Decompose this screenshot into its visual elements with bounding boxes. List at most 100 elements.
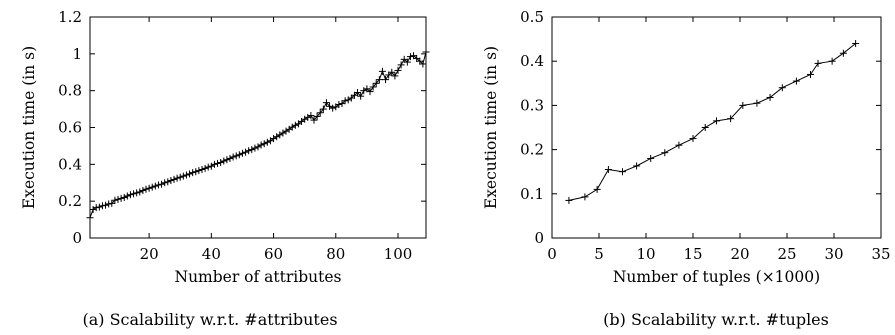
data-point-marker — [366, 88, 374, 96]
data-point-marker — [95, 203, 103, 211]
data-point-marker — [210, 160, 218, 168]
data-point-marker — [394, 66, 402, 74]
data-point-marker — [232, 152, 240, 160]
x-tick-label: 40 — [202, 245, 221, 263]
chart-b: 0 0.1 0.2 0.3 0.4 0.5 0 5 10 15 20 25 30 35 Number of … — [482, 8, 891, 329]
data-point-marker — [852, 40, 860, 48]
data-point-marker — [689, 135, 697, 143]
data-point-marker — [126, 191, 134, 199]
x-tick-label: 0 — [547, 245, 557, 263]
data-point-marker — [378, 67, 386, 75]
data-point-marker — [167, 177, 175, 185]
data-point-marker — [778, 84, 786, 92]
data-point-marker — [176, 173, 184, 181]
data-point-marker — [161, 179, 169, 187]
y-tick-label: 0.3 — [520, 96, 544, 114]
data-point-marker — [192, 168, 200, 176]
y-tick-label: 0.6 — [58, 119, 82, 137]
data-point-marker — [248, 146, 256, 154]
x-tick-label: 30 — [824, 245, 843, 263]
data-point-marker — [814, 59, 822, 67]
data-point-marker — [310, 116, 318, 124]
data-point-marker — [204, 163, 212, 171]
data-point-marker — [238, 149, 246, 157]
data-point-marker — [291, 121, 299, 129]
data-point-marker — [214, 159, 222, 167]
data-point-marker — [105, 200, 113, 208]
data-point-marker — [245, 147, 253, 155]
data-point-marker — [98, 202, 106, 210]
x-axis-label: Number of tuples (×1000) — [613, 268, 820, 286]
data-point-marker — [397, 61, 405, 69]
data-point-marker — [565, 196, 573, 204]
y-tick-label: 0.2 — [520, 141, 544, 159]
data-point-marker — [89, 205, 97, 213]
data-point-marker — [242, 148, 250, 156]
data-point-marker — [701, 124, 709, 131]
data-point-marker — [319, 105, 327, 113]
data-point-marker — [102, 201, 110, 209]
data-point-marker — [403, 58, 411, 66]
data-point-marker — [133, 189, 141, 197]
data-point-marker — [360, 87, 368, 95]
series-line — [89, 51, 427, 218]
data-point-marker — [120, 193, 128, 201]
y-tick-label: 0.8 — [58, 82, 82, 100]
x-tick-label: 20 — [730, 245, 749, 263]
x-tick-label: 10 — [636, 245, 655, 263]
data-point-marker — [164, 178, 172, 186]
data-point-marker — [304, 113, 312, 121]
data-point-marker — [633, 162, 641, 170]
data-point-marker — [839, 49, 847, 57]
data-point-marker — [148, 183, 156, 191]
data-point-marker — [226, 154, 234, 162]
data-point-marker — [139, 186, 147, 194]
data-point-marker — [419, 60, 427, 68]
data-point-marker — [123, 192, 131, 200]
data-point-marker — [223, 156, 231, 164]
data-point-marker — [581, 193, 589, 201]
data-point-marker — [647, 154, 655, 162]
data-point-marker — [220, 157, 228, 165]
data-point-marker — [145, 184, 153, 192]
data-point-marker — [753, 99, 761, 107]
y-tick-label: 0.2 — [58, 192, 82, 210]
data-point-marker — [382, 76, 390, 84]
y-tick-label: 0 — [534, 229, 544, 247]
y-tick-label: 1.2 — [58, 8, 82, 26]
data-point-marker — [329, 104, 337, 112]
x-tick-label: 25 — [777, 245, 796, 263]
data-point-marker — [406, 53, 414, 61]
data-point-marker — [217, 158, 225, 166]
data-point-marker — [151, 182, 159, 190]
data-point-marker — [344, 96, 352, 104]
data-point-marker — [136, 188, 144, 196]
data-point-marker — [179, 172, 187, 180]
data-point-marker — [260, 140, 268, 148]
data-point-marker — [276, 131, 284, 139]
data-point-marker — [108, 199, 116, 207]
data-point-marker — [422, 48, 430, 56]
data-point-marker — [341, 97, 349, 105]
x-tick-label: 60 — [264, 245, 283, 263]
x-tick-label: 100 — [384, 245, 413, 263]
x-tick-label: 35 — [871, 245, 890, 263]
y-axis-label: Execution time (in s) — [20, 46, 38, 209]
plot-frame — [551, 16, 882, 239]
data-point-marker — [142, 185, 150, 193]
data-point-marker — [201, 164, 209, 172]
chart-caption: (b) Scalability w.r.t. #tuples — [603, 310, 829, 329]
data-point-marker — [335, 100, 343, 108]
y-axis-label: Execution time (in s) — [482, 46, 500, 209]
data-point-marker — [316, 109, 324, 117]
data-point-marker — [257, 141, 265, 149]
data-point-marker — [713, 117, 720, 125]
data-point-marker — [154, 181, 162, 189]
data-point-marker — [86, 214, 94, 222]
data-point-marker — [369, 83, 377, 91]
series-line — [568, 43, 856, 201]
data-point-marker — [391, 72, 399, 80]
data-point-marker — [354, 89, 362, 97]
data-point-marker — [322, 99, 330, 107]
